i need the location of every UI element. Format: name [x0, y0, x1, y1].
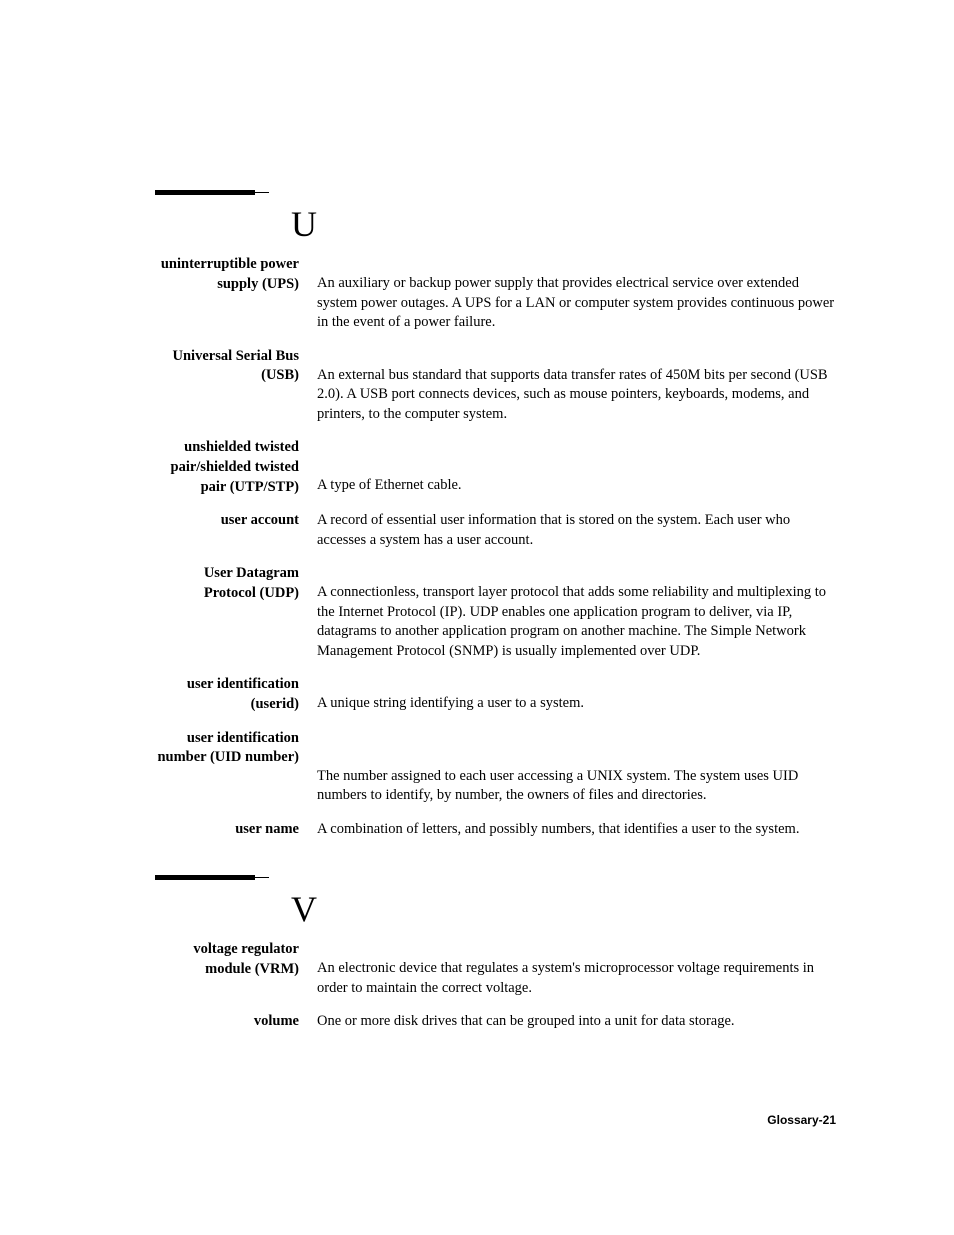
page-footer: Glossary-21	[767, 1113, 836, 1127]
section-letter-v: V	[155, 888, 317, 930]
glossary-entry: Universal Serial Bus (USB) An external b…	[155, 347, 839, 425]
glossary-definition: An external bus standard that supports d…	[317, 347, 839, 425]
glossary-definition: The number assigned to each user accessi…	[317, 729, 839, 806]
glossary-definition: A type of Ethernet cable.	[317, 438, 839, 496]
glossary-definition: A record of essential user information t…	[317, 511, 839, 550]
glossary-page: U uninterruptible power supply (UPS) An …	[0, 0, 954, 1235]
glossary-entry: uninterruptible power supply (UPS) An au…	[155, 255, 839, 333]
glossary-entry: voltage regulator module (VRM) An electr…	[155, 940, 839, 998]
glossary-entry: unshielded twisted pair/shielded twisted…	[155, 438, 839, 497]
glossary-term: User Datagram Protocol (UDP)	[155, 564, 317, 603]
glossary-term: user identification number (UID number)	[155, 729, 317, 768]
glossary-term: Universal Serial Bus (USB)	[155, 347, 317, 386]
glossary-term: user identification (userid)	[155, 675, 317, 714]
glossary-definition: One or more disk drives that can be grou…	[317, 1012, 839, 1032]
rule-thin	[255, 877, 269, 878]
glossary-definition: An electronic device that regulates a sy…	[317, 940, 839, 998]
glossary-term: user account	[155, 511, 317, 531]
glossary-definition: A combination of letters, and possibly n…	[317, 820, 839, 840]
section-rule	[155, 875, 839, 880]
glossary-entry: user name A combination of letters, and …	[155, 820, 839, 840]
entries-v: voltage regulator module (VRM) An electr…	[155, 940, 839, 1032]
glossary-entry: volume One or more disk drives that can …	[155, 1012, 839, 1032]
glossary-entry: user identification (userid) A unique st…	[155, 675, 839, 714]
glossary-term: voltage regulator module (VRM)	[155, 940, 317, 979]
glossary-entry: user identification number (UID number) …	[155, 729, 839, 806]
glossary-definition: A connectionless, transport layer protoc…	[317, 564, 839, 661]
glossary-term: user name	[155, 820, 317, 840]
section-letter-u: U	[155, 203, 317, 245]
rule-thin	[255, 192, 269, 193]
entries-u: uninterruptible power supply (UPS) An au…	[155, 255, 839, 839]
section-rule	[155, 190, 839, 195]
glossary-term: volume	[155, 1012, 317, 1032]
glossary-entry: User Datagram Protocol (UDP) A connectio…	[155, 564, 839, 661]
glossary-term: uninterruptible power supply (UPS)	[155, 255, 317, 294]
glossary-definition: An auxiliary or backup power supply that…	[317, 255, 839, 333]
rule-thick	[155, 190, 255, 195]
rule-thick	[155, 875, 255, 880]
glossary-term: unshielded twisted pair/shielded twisted…	[155, 438, 317, 497]
glossary-entry: user account A record of essential user …	[155, 511, 839, 550]
glossary-definition: A unique string identifying a user to a …	[317, 675, 839, 714]
